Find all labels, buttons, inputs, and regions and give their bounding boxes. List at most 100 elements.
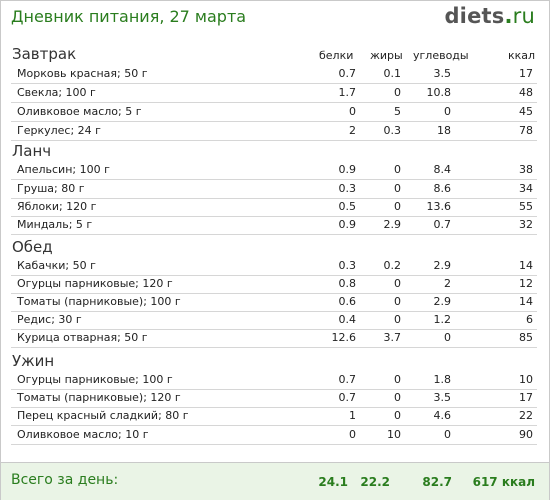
kcal-value: 14 [519, 295, 533, 308]
food-name: Огурцы парниковые; 100 г [17, 373, 173, 386]
food-row: Миндаль; 5 г 0.9 2.9 0.7 32 [11, 216, 537, 235]
fat-value: 0 [394, 313, 401, 326]
carbs-value: 2.9 [433, 295, 452, 308]
food-name: Миндаль; 5 г [17, 218, 93, 231]
kcal-value: 22 [519, 409, 533, 422]
protein-value: 0.7 [338, 391, 357, 404]
food-row: Томаты (парниковые); 120 г 0.7 0 3.5 17 [11, 389, 537, 408]
carbs-value: 1.2 [433, 313, 452, 326]
logo-name: diets [444, 4, 505, 28]
protein-value: 1.7 [338, 86, 357, 99]
fat-value: 0 [394, 86, 401, 99]
carbs-value: 8.6 [433, 182, 452, 195]
kcal-value: 6 [526, 313, 533, 326]
protein-value: 0.8 [338, 277, 357, 290]
food-row: Оливковое масло; 5 г 0 5 0 45 [11, 103, 537, 122]
kcal-value: 34 [519, 182, 533, 195]
food-row: Томаты (парниковые); 100 г 0.6 0 2.9 14 [11, 293, 537, 312]
meal-heading-supper: Ужин [12, 352, 55, 370]
food-name: Оливковое масло; 10 г [17, 428, 149, 441]
carbs-value: 0.7 [433, 218, 452, 231]
food-row: Огурцы парниковые; 100 г 0.7 0 1.8 10 [11, 371, 537, 390]
column-header-kcal: ккал [508, 49, 536, 62]
kcal-value: 12 [519, 277, 533, 290]
fat-value: 0 [394, 163, 401, 176]
site-logo[interactable]: diets.ru [444, 4, 535, 28]
protein-value: 0.3 [338, 259, 357, 272]
protein-value: 12.6 [331, 331, 357, 344]
fat-value: 0.2 [383, 259, 402, 272]
column-header-fat: жиры [370, 49, 403, 62]
food-name: Яблоки; 120 г [17, 200, 97, 213]
kcal-value: 45 [519, 105, 533, 118]
kcal-value: 78 [519, 124, 533, 137]
fat-value: 2.9 [383, 218, 402, 231]
protein-value: 0.3 [338, 182, 357, 195]
daily-totals: Всего за день: 24.1 22.2 82.7 617 ккал [1, 462, 549, 500]
kcal-value: 38 [519, 163, 533, 176]
food-row: Огурцы парниковые; 120 г 0.8 0 2 12 [11, 275, 537, 294]
fat-value: 0 [394, 409, 401, 422]
kcal-value: 17 [519, 391, 533, 404]
fat-value: 0.1 [383, 67, 402, 80]
kcal-value: 55 [519, 200, 533, 213]
carbs-value: 3.5 [433, 391, 452, 404]
total-protein: 24.1 [318, 475, 348, 489]
food-row: Морковь красная; 50 г 0.7 0.1 3.5 17 [11, 65, 537, 84]
food-name: Редис; 30 г [17, 313, 82, 326]
food-row: Оливковое масло; 10 г 0 10 0 90 [11, 426, 537, 445]
protein-value: 1 [349, 409, 356, 422]
fat-value: 0 [394, 295, 401, 308]
food-row: Редис; 30 г 0.4 0 1.2 6 [11, 311, 537, 330]
kcal-value: 48 [519, 86, 533, 99]
fat-value: 0 [394, 391, 401, 404]
carbs-value: 1.8 [433, 373, 452, 386]
food-row: Свекла; 100 г 1.7 0 10.8 48 [11, 84, 537, 103]
food-name: Томаты (парниковые); 100 г [17, 295, 181, 308]
food-row: Груша; 80 г 0.3 0 8.6 34 [11, 180, 537, 199]
fat-value: 10 [387, 428, 401, 441]
carbs-value: 2.9 [433, 259, 452, 272]
protein-value: 0 [349, 105, 356, 118]
carbs-value: 3.5 [433, 67, 452, 80]
fat-value: 0 [394, 277, 401, 290]
carbs-value: 13.6 [426, 200, 452, 213]
protein-value: 0.5 [338, 200, 357, 213]
food-row: Перец красный сладкий; 80 г 1 0 4.6 22 [11, 407, 537, 426]
food-name: Томаты (парниковые); 120 г [17, 391, 181, 404]
column-header-protein: белки [319, 49, 354, 62]
meal-heading-lunch: Ланч [12, 142, 52, 160]
meal-heading-dinner: Обед [12, 238, 53, 256]
fat-value: 0 [394, 200, 401, 213]
fat-value: 0.3 [383, 124, 402, 137]
food-name: Морковь красная; 50 г [17, 67, 148, 80]
protein-value: 0.9 [338, 218, 357, 231]
food-name: Свекла; 100 г [17, 86, 96, 99]
protein-value: 0 [349, 428, 356, 441]
carbs-value: 2 [444, 277, 451, 290]
page-title: Дневник питания, 27 марта [11, 7, 247, 26]
food-name: Апельсин; 100 г [17, 163, 110, 176]
kcal-value: 14 [519, 259, 533, 272]
protein-value: 0.9 [338, 163, 357, 176]
total-kcal: 617 ккал [472, 475, 535, 489]
protein-value: 2 [349, 124, 356, 137]
food-row: Курица отварная; 50 г 12.6 3.7 0 85 [11, 329, 537, 348]
food-name: Груша; 80 г [17, 182, 85, 195]
food-name: Геркулес; 24 г [17, 124, 101, 137]
protein-value: 0.7 [338, 373, 357, 386]
protein-value: 0.4 [338, 313, 357, 326]
food-row: Апельсин; 100 г 0.9 0 8.4 38 [11, 161, 537, 180]
kcal-value: 32 [519, 218, 533, 231]
protein-value: 0.6 [338, 295, 357, 308]
carbs-value: 0 [444, 105, 451, 118]
logo-dot: . [504, 4, 513, 28]
column-header-carbs: углеводы [413, 49, 469, 62]
fat-value: 5 [394, 105, 401, 118]
carbs-value: 0 [444, 331, 451, 344]
food-name: Кабачки; 50 г [17, 259, 96, 272]
header: Дневник питания, 27 марта diets.ru [1, 1, 549, 37]
kcal-value: 85 [519, 331, 533, 344]
fat-value: 0 [394, 182, 401, 195]
